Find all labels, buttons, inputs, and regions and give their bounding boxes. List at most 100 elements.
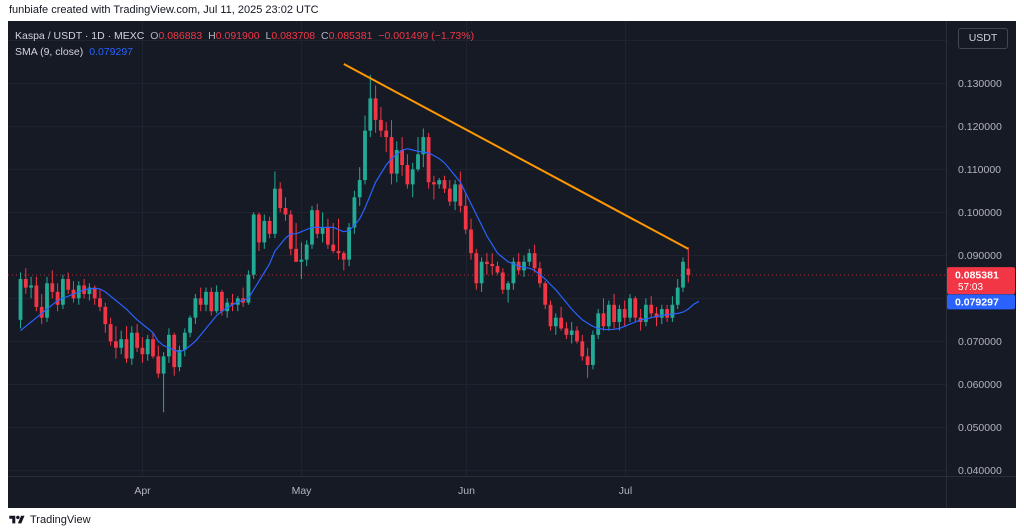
y-tick-label: 0.050000 (958, 422, 1002, 434)
candle-body (564, 328, 569, 335)
candle-body (352, 197, 357, 228)
candle-body (405, 165, 410, 185)
close-label: C (321, 30, 329, 42)
candle-body (469, 229, 473, 254)
candle-body (447, 188, 452, 202)
candle-body (45, 283, 49, 318)
candle-body (649, 304, 654, 314)
candle-body (389, 137, 394, 174)
candle-body (257, 214, 261, 243)
candle-body (230, 302, 235, 305)
candle-body (145, 339, 150, 355)
countdown-label: 57:03 (958, 282, 983, 293)
candle-body (622, 309, 627, 318)
candle-body (18, 278, 23, 320)
sma-legend: SMA (9, close) 0.079297 (15, 46, 133, 58)
candle-body (188, 317, 192, 333)
candle-body (108, 324, 113, 342)
candle-body (283, 208, 288, 215)
low-label: L (265, 30, 272, 42)
candle-body (92, 287, 97, 299)
candle-body (532, 253, 537, 269)
candle-body (66, 278, 71, 290)
candle-body (124, 339, 129, 359)
y-tick-label: 0.060000 (958, 379, 1002, 391)
close-value: 0.085381 (328, 30, 373, 42)
candle-body (591, 334, 595, 365)
candle-body (262, 220, 267, 243)
candle-body (416, 154, 420, 170)
candle-body (209, 291, 214, 312)
candle-body (543, 283, 548, 305)
last-price-label: 0.085381 (955, 270, 999, 282)
candle-body (453, 184, 457, 202)
candle-body (34, 285, 39, 307)
candle-body (617, 309, 622, 322)
high-label: H (208, 30, 216, 42)
currency-button[interactable]: USDT (958, 28, 1008, 49)
candle-body (506, 283, 510, 290)
candle-body (288, 214, 293, 249)
candle-body (304, 244, 309, 260)
candle-body (628, 298, 632, 318)
candle-body (633, 298, 638, 318)
y-tick-label: 0.120000 (958, 121, 1002, 133)
candle-body (659, 309, 664, 318)
footer: TradingView (8, 511, 91, 529)
candle-body (426, 137, 431, 183)
candle-body (670, 304, 675, 318)
candle-body (442, 180, 447, 189)
candle-body (315, 210, 320, 234)
candle-body (490, 263, 495, 267)
last-price-tag (947, 267, 1015, 295)
candle-body (580, 341, 585, 357)
candle-body (278, 188, 283, 209)
candle-body (654, 313, 659, 318)
candle-body (495, 266, 500, 273)
candle-body (596, 313, 601, 335)
candle-body (103, 306, 108, 325)
candle-body (347, 227, 351, 260)
candle-body (251, 214, 256, 275)
candle-body (23, 278, 28, 288)
candle-body (437, 180, 442, 185)
symbol-title: Kaspa / USDT · 1D · MEXC (15, 30, 145, 42)
candle-body (140, 347, 145, 355)
candle-body (681, 261, 685, 288)
x-tick-label: Jun (458, 485, 475, 497)
x-tick-label: May (292, 485, 313, 497)
sma-label: SMA (9, close) (15, 46, 84, 58)
candle-body (485, 261, 489, 264)
candle-body (294, 248, 298, 262)
candle-body (39, 306, 44, 318)
candle-body (326, 227, 330, 245)
chart-panel[interactable]: Apr May Jun Jul 0.040000 0.050000 0.060000 0.07… (8, 21, 1016, 508)
candle-body (87, 287, 92, 295)
candle-body (585, 356, 590, 365)
candle-body (373, 98, 378, 120)
candle-body (151, 339, 155, 357)
candlestick-chart[interactable]: Apr May Jun Jul 0.040000 0.050000 0.060000 0.07… (8, 21, 1016, 508)
candle-body (368, 98, 373, 131)
sma-price-tag (947, 294, 1015, 310)
low-value: 0.083708 (271, 30, 316, 42)
candle-body (182, 332, 187, 350)
candle-body (156, 356, 161, 374)
candle-body (336, 251, 341, 254)
candle-body (246, 274, 251, 303)
candle-body (553, 317, 558, 327)
candle-body (363, 130, 367, 181)
candle-body (29, 285, 33, 288)
candle-body (193, 298, 198, 318)
candle-body (601, 313, 606, 327)
candle-body (198, 298, 203, 305)
candle-body (320, 227, 325, 234)
candle-body (341, 253, 346, 260)
candle-body (612, 304, 616, 322)
high-value: 0.091900 (215, 30, 260, 42)
candle-body (527, 253, 532, 262)
candle-body (500, 272, 505, 290)
candle-body (214, 291, 219, 312)
candle-body (267, 220, 272, 234)
candle-body (220, 291, 224, 312)
